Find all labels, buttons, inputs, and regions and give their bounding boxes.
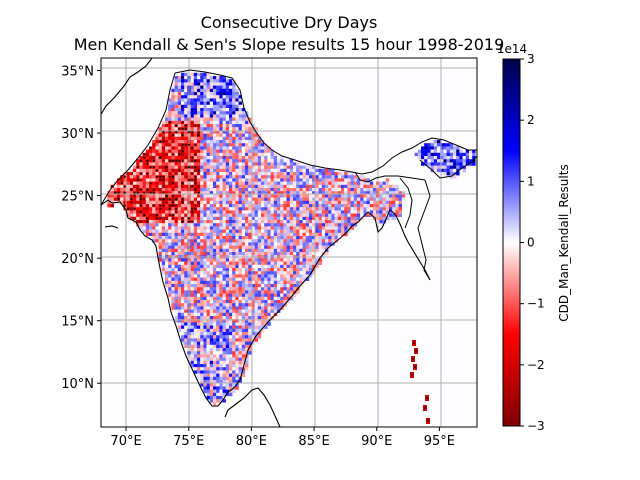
lat-tick-label: 20°N xyxy=(61,252,94,267)
lon-tick-label: 95°E xyxy=(424,434,455,449)
colorbar-tick-label: 3 xyxy=(527,52,535,66)
lat-tick-label: 25°N xyxy=(61,190,94,205)
latitude-ticks: 10°N 15°N 20°N 25°N 30°N 35°N xyxy=(61,65,101,392)
colorbar-tick-label: 2 xyxy=(527,113,535,127)
map-frame xyxy=(100,57,478,428)
lat-tick-label: 10°N xyxy=(61,377,94,392)
borders xyxy=(101,69,477,281)
longitude-ticks: 70°E 75°E 80°E 85°E 90°E 95°E xyxy=(110,427,455,449)
map-axes: 70°E 75°E 80°E 85°E 90°E 95°E 10°N 15°N 20°N 25°… xyxy=(61,57,478,449)
colorbar-tick-label: 0 xyxy=(527,236,535,250)
lon-tick-label: 80°E xyxy=(236,434,267,449)
significance-markers xyxy=(111,76,475,223)
lat-tick-label: 30°N xyxy=(61,127,94,142)
lon-tick-label: 90°E xyxy=(361,434,392,449)
colorbar-tick-label: −3 xyxy=(527,419,545,433)
lon-tick-label: 85°E xyxy=(298,434,329,449)
islands xyxy=(410,340,430,424)
lat-tick-label: 35°N xyxy=(61,65,94,80)
grid-lines xyxy=(101,58,477,427)
colorbar-tick-label: −1 xyxy=(527,297,545,311)
title-line2: Men Kendall & Sen's Slope results 15 hou… xyxy=(74,35,505,54)
title-line1: Consecutive Dry Days xyxy=(201,13,378,32)
colorbar-ticks: 3 2 1 0 −1 −2 −3 xyxy=(520,52,545,433)
lon-tick-label: 75°E xyxy=(173,434,204,449)
colorbar: 1e14 3 2 1 0 −1 −2 −3 CDD_Man_Kendall_Results xyxy=(497,42,571,433)
colorbar-tick-label: −2 xyxy=(527,358,545,372)
lon-tick-label: 70°E xyxy=(110,434,141,449)
colorbar-label: CDD_Man_Kendall_Results xyxy=(557,164,571,321)
colorbar-tick-label: 1 xyxy=(527,174,535,188)
coastlines xyxy=(101,58,431,427)
colorbar-gradient xyxy=(502,58,521,427)
lat-tick-label: 15°N xyxy=(61,315,94,330)
colorbar-scale-text: 1e14 xyxy=(497,42,527,56)
